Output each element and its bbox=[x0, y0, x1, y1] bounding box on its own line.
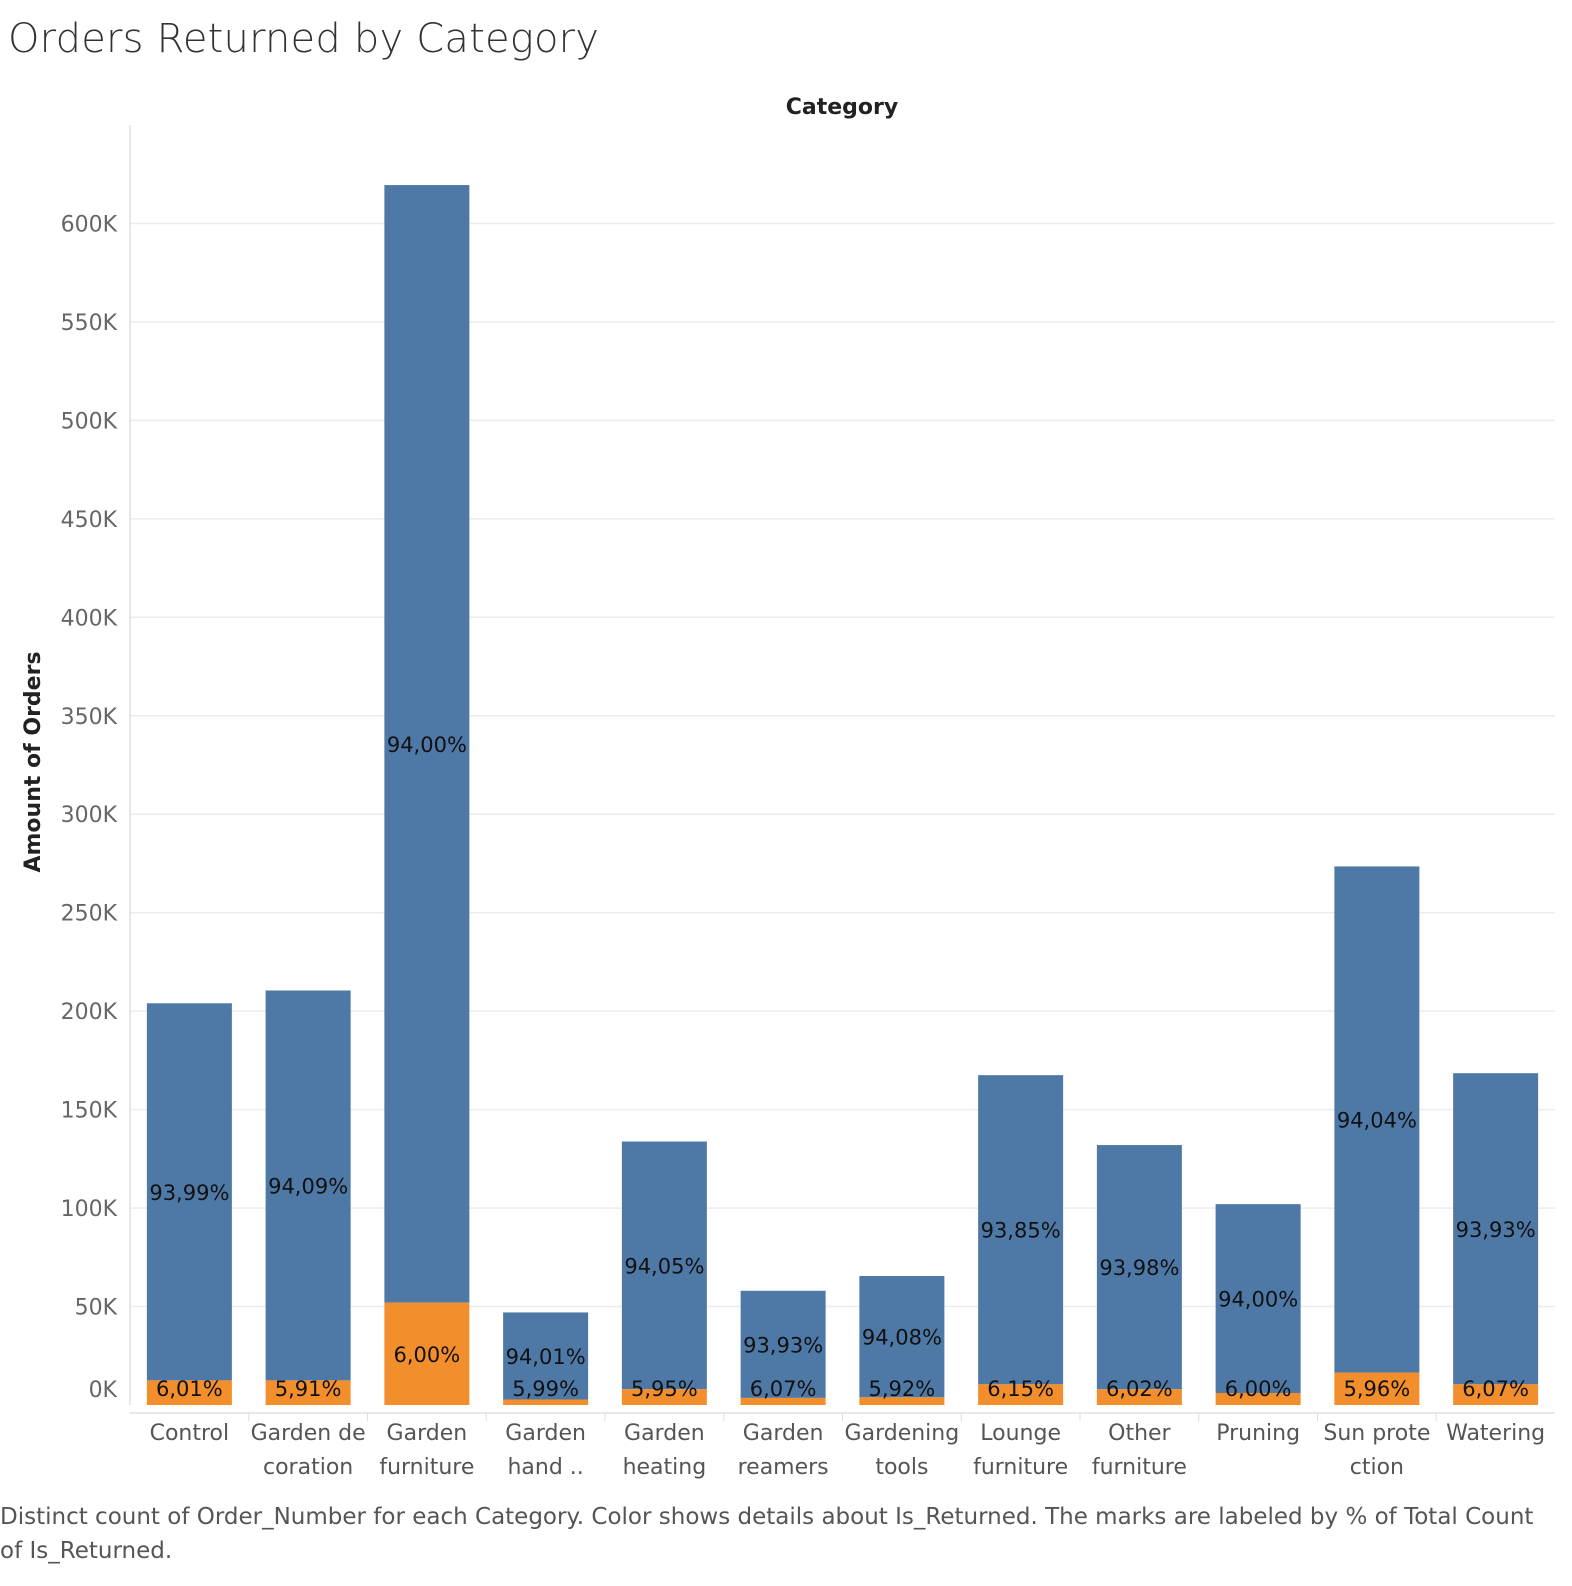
y-tick-label: 300K bbox=[61, 803, 118, 828]
x-category-label: furniture bbox=[973, 1455, 1068, 1480]
data-label-returned: 5,91% bbox=[275, 1377, 342, 1401]
data-label-returned: 6,07% bbox=[750, 1377, 817, 1401]
data-label-not-returned: 93,98% bbox=[1099, 1256, 1179, 1280]
x-category-label: furniture bbox=[379, 1455, 474, 1480]
chart-caption: Distinct count of Order_Number for each … bbox=[0, 1504, 1534, 1564]
x-category-label: coration bbox=[263, 1455, 353, 1480]
y-tick-label: 600K bbox=[61, 212, 118, 237]
bar-not-returned bbox=[621, 1141, 707, 1390]
x-category-label: Garden de bbox=[251, 1421, 366, 1446]
y-tick-label: 550K bbox=[61, 311, 118, 336]
bar-not-returned bbox=[503, 1312, 589, 1400]
bar-not-returned bbox=[1215, 1204, 1301, 1393]
x-category-label: Garden bbox=[743, 1421, 824, 1446]
x-category-label: Garden bbox=[505, 1421, 586, 1446]
y-tick-label: 150K bbox=[61, 1099, 118, 1124]
data-label-not-returned: 94,05% bbox=[624, 1254, 704, 1278]
data-label-not-returned: 94,08% bbox=[862, 1326, 942, 1350]
bar-returned bbox=[1453, 1384, 1539, 1405]
data-label-not-returned: 94,00% bbox=[387, 733, 467, 757]
bar-returned bbox=[1096, 1389, 1182, 1405]
chart-title: Orders Returned by Category bbox=[8, 16, 600, 62]
bar-returned bbox=[978, 1384, 1064, 1405]
y-tick-label: 50K bbox=[75, 1296, 118, 1321]
bar-returned bbox=[503, 1399, 589, 1405]
bar-returned bbox=[859, 1397, 945, 1405]
data-label-not-returned: 93,85% bbox=[981, 1219, 1061, 1243]
data-label-returned: 6,01% bbox=[156, 1377, 223, 1401]
data-label-not-returned: 93,99% bbox=[149, 1181, 229, 1205]
bar-not-returned bbox=[146, 1003, 232, 1381]
data-label-not-returned: 93,93% bbox=[743, 1333, 823, 1357]
bar-returned bbox=[146, 1380, 232, 1405]
bar-returned bbox=[384, 1302, 470, 1405]
x-category-label: hand .. bbox=[507, 1455, 583, 1480]
column-header-label: Category bbox=[786, 95, 898, 120]
bar-returned bbox=[265, 1380, 351, 1405]
bar-returned bbox=[740, 1397, 826, 1405]
x-category-label: Lounge bbox=[980, 1421, 1061, 1446]
y-tick-label: 400K bbox=[61, 606, 118, 631]
y-tick-label: 200K bbox=[61, 1000, 118, 1025]
bar-not-returned bbox=[265, 990, 351, 1381]
data-label-returned: 5,99% bbox=[512, 1377, 579, 1401]
x-category-label: ction bbox=[1350, 1455, 1404, 1480]
data-label-returned: 5,92% bbox=[869, 1377, 936, 1401]
data-label-returned: 6,00% bbox=[1225, 1377, 1292, 1401]
data-label-not-returned: 94,00% bbox=[1218, 1288, 1298, 1312]
data-label-not-returned: 93,93% bbox=[1456, 1218, 1536, 1242]
data-label-returned: 6,00% bbox=[394, 1343, 461, 1367]
x-category-label: Garden bbox=[624, 1421, 705, 1446]
x-category-label: Gardening bbox=[845, 1421, 960, 1446]
data-label-not-returned: 94,01% bbox=[506, 1345, 586, 1369]
bar-not-returned bbox=[859, 1276, 945, 1398]
bar-returned bbox=[1334, 1372, 1420, 1405]
y-tick-label: 100K bbox=[61, 1197, 118, 1222]
x-category-label: reamers bbox=[738, 1455, 829, 1480]
bar-not-returned bbox=[740, 1290, 826, 1398]
data-label-returned: 6,02% bbox=[1106, 1377, 1173, 1401]
y-tick-label: 450K bbox=[61, 508, 118, 533]
data-label-returned: 6,15% bbox=[987, 1377, 1054, 1401]
x-category-label: heating bbox=[623, 1455, 707, 1480]
data-label-returned: 6,07% bbox=[1462, 1377, 1529, 1401]
bar-not-returned bbox=[978, 1075, 1064, 1385]
data-label-not-returned: 94,04% bbox=[1337, 1108, 1417, 1132]
bar-not-returned bbox=[384, 185, 470, 1303]
x-category-label: Garden bbox=[387, 1421, 468, 1446]
y-tick-label: 250K bbox=[61, 902, 118, 927]
y-tick-label: 0K bbox=[89, 1378, 118, 1403]
bar-returned bbox=[621, 1389, 707, 1405]
data-label-not-returned: 94,09% bbox=[268, 1174, 348, 1198]
y-axis-title: Amount of Orders bbox=[21, 651, 46, 872]
x-category-label: Other bbox=[1108, 1421, 1171, 1446]
x-category-label: Pruning bbox=[1216, 1421, 1300, 1446]
data-label-returned: 5,96% bbox=[1344, 1377, 1411, 1401]
x-category-label: furniture bbox=[1092, 1455, 1187, 1480]
x-category-label: Control bbox=[150, 1421, 230, 1446]
y-tick-label: 350K bbox=[61, 705, 118, 730]
x-category-label: Sun prote bbox=[1323, 1421, 1430, 1446]
y-tick-label: 500K bbox=[61, 409, 118, 434]
bar-returned bbox=[1215, 1392, 1301, 1405]
bar-not-returned bbox=[1334, 866, 1420, 1373]
chart-canvas: 0K 50K 100K 150K 200K 250K 300K 350K 400K 450K 500… bbox=[21, 95, 1555, 1480]
x-category-label: Watering bbox=[1446, 1421, 1545, 1446]
x-category-label: tools bbox=[875, 1455, 928, 1480]
bar-not-returned bbox=[1096, 1145, 1182, 1390]
data-label-returned: 5,95% bbox=[631, 1377, 698, 1401]
bar-not-returned bbox=[1453, 1073, 1539, 1385]
